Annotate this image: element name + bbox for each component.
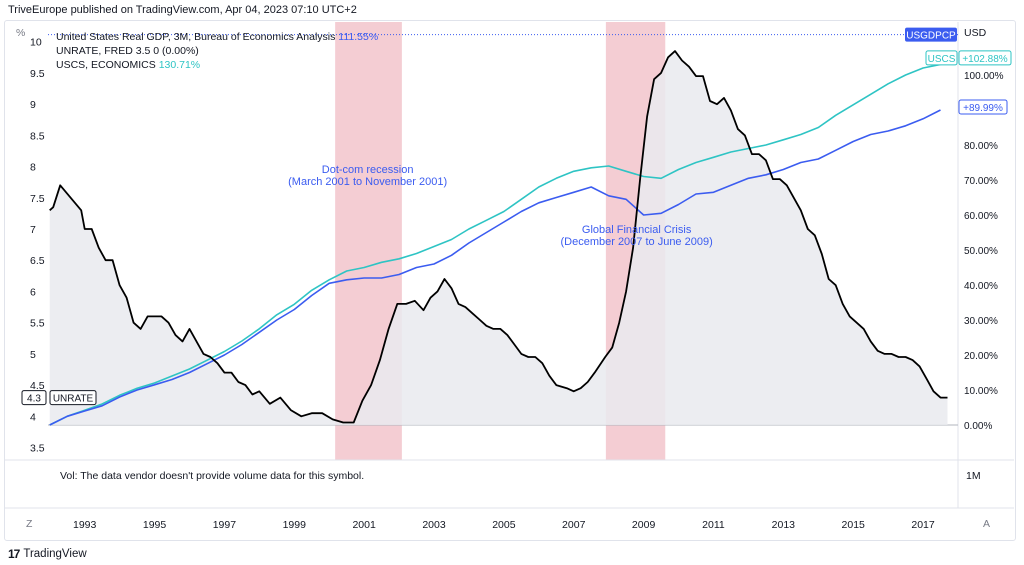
- left-axis-tick-label: 8: [30, 162, 36, 174]
- x-axis-tick-label: 2013: [772, 519, 796, 531]
- left-axis-tick-label: 6.5: [30, 255, 45, 267]
- uscs-price-badge-text: +102.88%: [962, 54, 1007, 65]
- recession-label-dates: (March 2001 to November 2001): [288, 176, 447, 188]
- recession-label-title: Dot-com recession: [322, 164, 414, 176]
- right-axis-tick-label: 60.00%: [964, 211, 998, 222]
- x-axis-tick-label: 1997: [213, 519, 237, 531]
- right-axis-tick-label: 40.00%: [964, 281, 998, 292]
- legend-gdp-value: 111.55%: [338, 31, 379, 43]
- uscs-name-badge-text: USCS: [928, 54, 956, 65]
- gdp-line[interactable]: [49, 109, 941, 426]
- right-axis-tick-label: 30.00%: [964, 316, 998, 327]
- auto-scale-button[interactable]: A: [983, 518, 991, 530]
- x-axis-tick-label: 2003: [422, 519, 446, 531]
- gdp-change-badge[interactable]: [958, 99, 1008, 115]
- left-axis-tick-label: 10: [30, 37, 42, 49]
- x-axis-tick-label: 1999: [283, 519, 307, 531]
- right-axis-tick-label: 20.00%: [964, 351, 998, 362]
- unrate-area: [49, 51, 948, 425]
- legend-gdp[interactable]: United States Real GDP, 3M, Bureau of Ec…: [56, 30, 378, 44]
- legend-uscs-label: USCS, ECONOMICS: [56, 59, 156, 71]
- left-axis-tick-label: 6: [30, 286, 36, 298]
- unrate-name-label: UNRATE: [53, 394, 94, 405]
- x-axis-tick-label: 1993: [73, 519, 97, 531]
- gdp-price-badge[interactable]: [905, 27, 957, 42]
- left-axis-tick-label: 5: [30, 349, 36, 361]
- left-axis-tick-label: 7.5: [30, 193, 45, 205]
- left-axis-tick-label: 7: [30, 224, 36, 236]
- legend-unrate[interactable]: UNRATE, FRED 3.5 0 (0.00%): [56, 44, 378, 58]
- unrate-last-value: 4.3: [27, 394, 41, 405]
- left-axis-tick-label: 8.5: [30, 130, 45, 142]
- right-axis-unit: USD: [964, 27, 987, 39]
- x-axis-tick-label: 2015: [842, 519, 866, 531]
- volume-scale-label: 1M: [966, 470, 981, 482]
- tv-logo-icon: 17: [8, 547, 20, 561]
- unrate-name-box: [49, 390, 97, 406]
- zoom-corner-button[interactable]: Z: [26, 518, 33, 530]
- legend-unrate-label: UNRATE, FRED: [56, 45, 133, 57]
- right-axis-tick-label: 100.00%: [964, 71, 1004, 82]
- x-axis-tick-label: 2017: [911, 519, 935, 531]
- x-axis-tick-label: 2007: [562, 519, 586, 531]
- left-axis-tick-label: 9.5: [30, 68, 45, 80]
- right-axis-tick-label: 10.00%: [964, 386, 998, 397]
- footer-branding[interactable]: 17 TradingView: [8, 547, 87, 561]
- legend-uscs-value: 130.71%: [158, 59, 201, 71]
- x-axis-tick-label: 2011: [702, 519, 725, 531]
- unrate-line[interactable]: [49, 50, 948, 424]
- unrate-last-value-box: [21, 390, 47, 406]
- x-axis-tick-label: 2005: [492, 519, 516, 531]
- left-axis-tick-label: 4: [30, 411, 36, 423]
- series-legend: United States Real GDP, 3M, Bureau of Ec…: [56, 30, 378, 72]
- volume-note: Vol: The data vendor doesn't provide vol…: [60, 470, 365, 482]
- uscs-price-badge[interactable]: [958, 50, 1012, 66]
- chart-card: [4, 20, 1016, 541]
- legend-unrate-values: 3.5 0 (0.00%): [135, 45, 199, 57]
- left-axis-tick-label: 9: [30, 99, 36, 111]
- right-axis-tick-label: 80.00%: [964, 141, 998, 152]
- right-axis-tick-label: 0.00%: [964, 421, 992, 432]
- recession-label-title: Global Financial Crisis: [582, 224, 692, 236]
- right-axis-tick-label: 70.00%: [964, 176, 998, 187]
- right-axis-tick-label: 50.00%: [964, 246, 998, 257]
- left-axis-tick-label: 3.5: [30, 443, 45, 455]
- gdp-change-badge-text: +89.99%: [963, 103, 1003, 114]
- x-axis-tick-label: 2009: [632, 519, 656, 531]
- uscs-line[interactable]: [49, 63, 941, 426]
- publisher-header: TriveEurope published on TradingView.com…: [8, 4, 357, 16]
- left-axis-unit: %: [16, 27, 26, 39]
- footer-brand: TradingView: [23, 548, 87, 560]
- x-axis-tick-label: 2001: [352, 519, 376, 531]
- left-axis-tick-label: 4.5: [30, 380, 45, 392]
- legend-uscs[interactable]: USCS, ECONOMICS 130.71%: [56, 58, 378, 72]
- left-axis-tick-label: 5.5: [30, 318, 45, 330]
- legend-gdp-label: United States Real GDP, 3M, Bureau of Ec…: [56, 31, 336, 43]
- x-axis-tick-label: 1995: [143, 519, 167, 531]
- uscs-name-badge[interactable]: [925, 50, 958, 66]
- gdp-price-badge-text: USGDPCP: [906, 31, 956, 42]
- recession-label-dates: (December 2007 to June 2009): [560, 236, 712, 248]
